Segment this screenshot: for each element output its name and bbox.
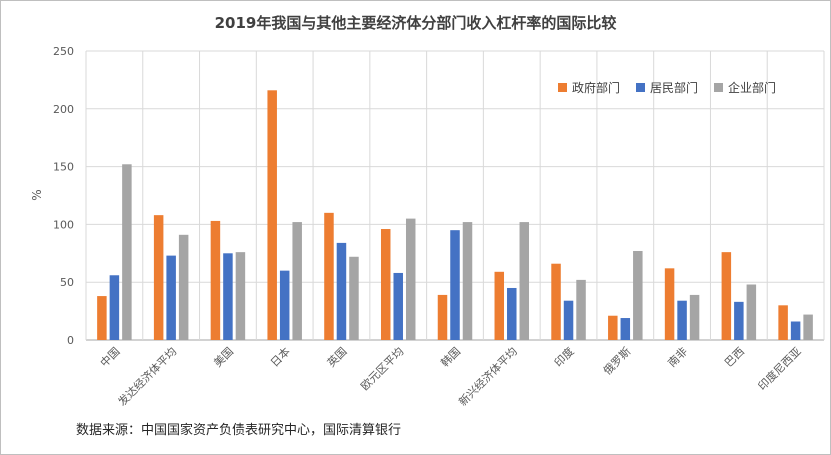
bar — [576, 279, 586, 340]
x-tick-label: 印度 — [551, 344, 576, 369]
bar — [563, 300, 574, 340]
bar — [324, 212, 334, 340]
bar — [97, 296, 107, 340]
bar — [778, 305, 788, 340]
x-tick-label: 巴西 — [722, 345, 747, 370]
x-tick-label: 印度尼西亚 — [755, 344, 804, 393]
bar — [210, 220, 221, 340]
bar — [620, 318, 631, 340]
x-tick-label: 韩国 — [438, 344, 463, 369]
y-tick-label: 200 — [53, 103, 74, 116]
x-tick-label: 英国 — [324, 344, 349, 369]
bar — [608, 315, 618, 340]
y-tick-label: 250 — [53, 45, 74, 58]
bar — [279, 270, 290, 340]
data-source-note: 数据来源：中国国家资产负债表研究中心，国际清算银行 — [76, 423, 402, 438]
y-axis-label: % — [30, 189, 44, 200]
bar — [122, 164, 132, 340]
legend-swatch — [636, 83, 645, 92]
bar — [519, 222, 530, 340]
legend-swatch — [558, 83, 567, 92]
bar — [746, 284, 757, 340]
x-tick-label: 发达经济体平均 — [115, 344, 179, 408]
bar — [721, 252, 732, 340]
bar — [790, 321, 801, 340]
bar — [166, 255, 176, 340]
bar — [223, 253, 233, 340]
y-tick-label: 150 — [53, 161, 74, 174]
bar — [803, 314, 813, 340]
x-tick-label: 南非 — [665, 345, 690, 370]
x-tick-label: 俄罗斯 — [601, 345, 634, 378]
bar — [267, 90, 277, 340]
bar — [349, 256, 359, 340]
bar — [689, 294, 700, 340]
bar — [153, 215, 164, 340]
bar — [292, 222, 302, 340]
x-tick-label: 中国 — [98, 345, 123, 370]
bar — [178, 234, 189, 340]
legend-label: 企业部门 — [728, 80, 776, 95]
bar — [393, 272, 403, 340]
y-tick-label: 100 — [53, 218, 74, 231]
bar — [336, 242, 347, 340]
legend-label: 政府部门 — [572, 80, 620, 95]
bar — [677, 300, 687, 340]
y-tick-label: 0 — [67, 334, 74, 347]
bar — [450, 230, 460, 340]
bar — [734, 301, 744, 340]
bar — [462, 222, 473, 340]
x-tick-label: 欧元区平均 — [358, 345, 406, 393]
bar — [551, 263, 561, 340]
bar — [437, 294, 448, 340]
bar — [507, 287, 517, 340]
bar — [664, 268, 675, 340]
bar — [109, 275, 120, 340]
x-tick-label: 美国 — [211, 345, 236, 370]
chart-title: 2019年我国与其他主要经济体分部门收入杠杆率的国际比较 — [214, 14, 617, 32]
x-tick-label: 新兴经济体平均 — [456, 344, 520, 408]
bar — [633, 250, 643, 340]
legend-swatch — [714, 83, 723, 92]
bar — [235, 252, 246, 340]
legend-label: 居民部门 — [650, 80, 698, 95]
bar — [380, 229, 391, 340]
bar — [405, 218, 416, 340]
bar — [494, 271, 505, 340]
y-tick-label: 50 — [60, 276, 74, 289]
x-tick-label: 日本 — [267, 344, 292, 369]
